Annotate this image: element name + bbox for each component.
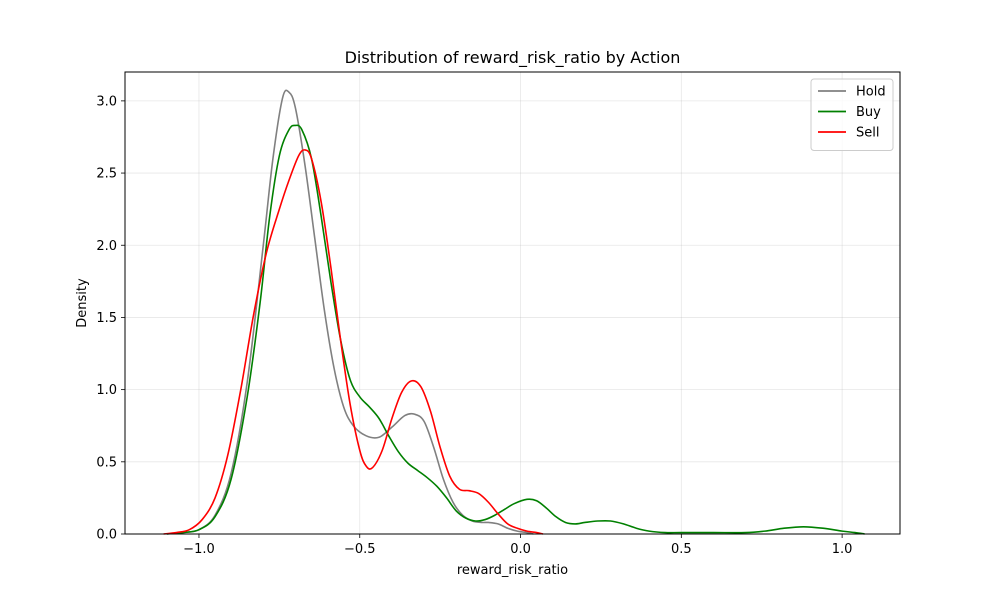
chart-title: Distribution of reward_risk_ratio by Act… xyxy=(345,48,681,68)
y-tick-label: 3.0 xyxy=(96,94,117,109)
x-tick-label: −0.5 xyxy=(344,542,376,557)
series-line-sell xyxy=(163,149,544,535)
axis-ticks: −1.0 −0.5 0.0 0.5 1.0 0.0 0.5 1.0 1.5 2.0 2.5 3.0 xyxy=(96,94,852,557)
x-tick-label: 1.0 xyxy=(832,542,853,557)
legend-label-buy: Buy xyxy=(856,105,881,120)
series-line-hold xyxy=(166,89,534,535)
plot-frame xyxy=(124,71,901,535)
legend-label-hold: Hold xyxy=(856,85,886,100)
series-lines xyxy=(163,89,865,535)
x-axis-label: reward_risk_ratio xyxy=(457,563,568,578)
grid xyxy=(125,72,900,535)
y-tick-label: 0.5 xyxy=(96,455,117,470)
y-axis-label: Density xyxy=(75,278,90,328)
y-tick-label: 2.0 xyxy=(96,239,117,254)
x-tick-label: −1.0 xyxy=(183,542,215,557)
x-tick-label: 0.0 xyxy=(510,542,531,557)
legend-label-sell: Sell xyxy=(856,126,879,141)
x-tick-label: 0.5 xyxy=(671,542,692,557)
legend: Hold Buy Sell xyxy=(810,78,894,151)
y-tick-label: 0.0 xyxy=(96,528,117,543)
y-tick-label: 1.0 xyxy=(96,383,117,398)
y-tick-label: 1.5 xyxy=(96,311,117,326)
y-tick-label: 2.5 xyxy=(96,167,117,182)
series-line-buy xyxy=(166,124,865,535)
